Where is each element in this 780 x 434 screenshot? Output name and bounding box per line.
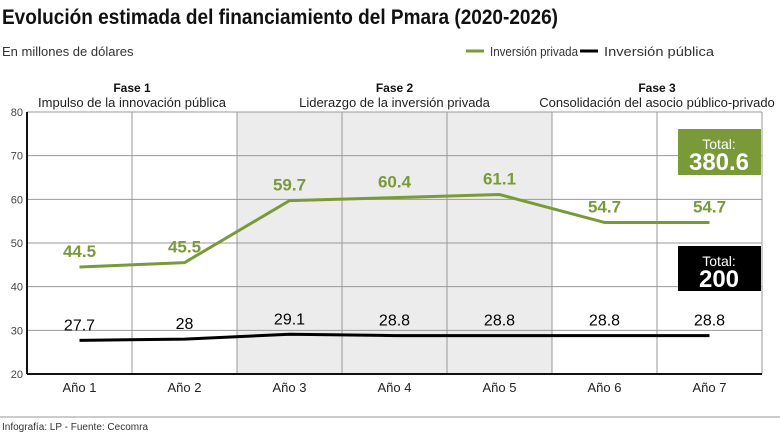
data-label: 28.8 xyxy=(589,313,620,330)
x-tick-label: Año 4 xyxy=(378,380,412,395)
series-line-0 xyxy=(79,193,710,269)
total-box-0 xyxy=(678,129,761,175)
phase-desc-3: Consolidación del asocio público-privado xyxy=(539,95,775,110)
data-label: 61.1 xyxy=(483,170,516,189)
total-value-0: 380.6 xyxy=(689,149,749,176)
chart-subtitle: En millones de dólares xyxy=(2,44,134,59)
chart-title: Evolución estimada del financiamiento de… xyxy=(2,6,558,29)
data-label: 54.7 xyxy=(693,197,726,216)
x-tick-label: Año 6 xyxy=(588,380,622,395)
x-tick-label: Año 7 xyxy=(693,380,727,395)
data-label: 28.8 xyxy=(484,313,515,330)
x-tick-label: Año 3 xyxy=(273,380,307,395)
legend-label-1: Inversión pública xyxy=(604,44,715,59)
data-label: 44.5 xyxy=(63,242,96,261)
data-label: 59.7 xyxy=(273,176,306,195)
data-label: 28 xyxy=(176,316,194,333)
x-tick-label: Año 2 xyxy=(168,380,202,395)
x-tick-label: Año 5 xyxy=(483,380,517,395)
legend-label-0: Inversión privada xyxy=(490,44,579,59)
y-tick-label: 40 xyxy=(11,282,23,294)
data-label: 54.7 xyxy=(588,197,621,216)
y-tick-label: 20 xyxy=(11,369,23,381)
data-label: 28.8 xyxy=(379,313,410,330)
phase-desc-1: Impulso de la innovación pública xyxy=(38,95,227,110)
data-label: 28.8 xyxy=(694,313,725,330)
phase-name-3: Fase 3 xyxy=(638,81,676,95)
series-line-1 xyxy=(79,332,710,342)
y-tick-label: 70 xyxy=(11,151,23,163)
phase-desc-2: Liderazgo de la inversión privada xyxy=(299,95,491,110)
footer-source: Infografía: LP - Fuente: Cecomra xyxy=(2,422,148,433)
x-tick-label: Año 1 xyxy=(63,380,97,395)
total-value-1: 200 xyxy=(699,266,739,293)
total-label-0: Total: xyxy=(702,136,735,152)
total-box-1 xyxy=(678,246,761,291)
data-label: 45.5 xyxy=(168,238,201,257)
data-label: 29.1 xyxy=(274,311,305,328)
data-label: 60.4 xyxy=(378,173,412,192)
y-tick-label: 50 xyxy=(11,238,23,250)
phase-name-1: Fase 1 xyxy=(113,81,151,95)
y-tick-label: 60 xyxy=(11,194,23,206)
data-label: 27.7 xyxy=(64,317,95,334)
phase-name-2: Fase 2 xyxy=(376,81,414,95)
y-tick-label: 30 xyxy=(11,325,23,337)
total-label-1: Total: xyxy=(702,253,735,269)
y-tick-label: 80 xyxy=(11,107,23,119)
